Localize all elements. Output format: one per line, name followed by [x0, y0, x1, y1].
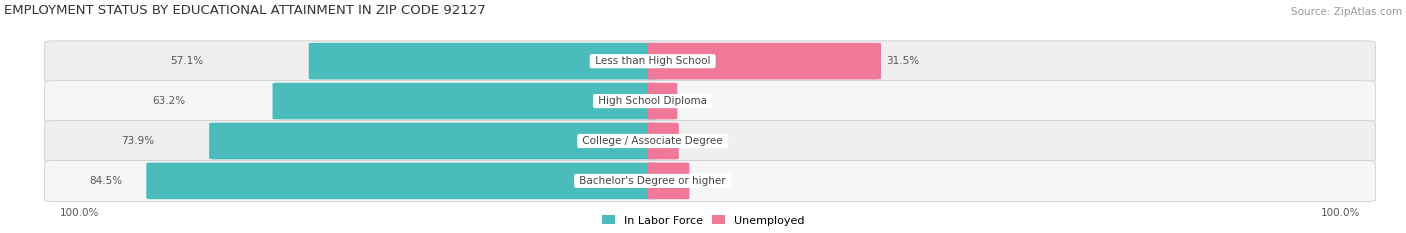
FancyBboxPatch shape	[45, 161, 1375, 202]
FancyBboxPatch shape	[45, 81, 1375, 122]
FancyBboxPatch shape	[309, 43, 658, 79]
Text: College / Associate Degree: College / Associate Degree	[579, 136, 725, 146]
Text: 100.0%: 100.0%	[1320, 208, 1360, 218]
FancyBboxPatch shape	[209, 123, 658, 159]
FancyBboxPatch shape	[146, 163, 658, 199]
Text: 63.2%: 63.2%	[153, 96, 186, 106]
FancyBboxPatch shape	[273, 83, 658, 119]
FancyBboxPatch shape	[45, 41, 1375, 82]
Text: 2.7%: 2.7%	[683, 96, 710, 106]
FancyBboxPatch shape	[45, 121, 1375, 162]
Text: 73.9%: 73.9%	[121, 136, 155, 146]
Text: Source: ZipAtlas.com: Source: ZipAtlas.com	[1291, 7, 1402, 17]
Text: Less than High School: Less than High School	[592, 56, 714, 66]
Text: 2.9%: 2.9%	[685, 136, 711, 146]
Text: 84.5%: 84.5%	[90, 176, 122, 186]
Text: Bachelor's Degree or higher: Bachelor's Degree or higher	[576, 176, 730, 186]
Text: EMPLOYMENT STATUS BY EDUCATIONAL ATTAINMENT IN ZIP CODE 92127: EMPLOYMENT STATUS BY EDUCATIONAL ATTAINM…	[4, 4, 486, 17]
FancyBboxPatch shape	[647, 123, 679, 159]
Text: High School Diploma: High School Diploma	[595, 96, 710, 106]
Text: 4.4%: 4.4%	[695, 176, 721, 186]
Text: 57.1%: 57.1%	[170, 56, 204, 66]
FancyBboxPatch shape	[647, 163, 689, 199]
Legend: In Labor Force, Unemployed: In Labor Force, Unemployed	[598, 211, 808, 230]
FancyBboxPatch shape	[647, 43, 882, 79]
Text: 100.0%: 100.0%	[60, 208, 100, 218]
Text: 31.5%: 31.5%	[887, 56, 920, 66]
FancyBboxPatch shape	[647, 83, 678, 119]
